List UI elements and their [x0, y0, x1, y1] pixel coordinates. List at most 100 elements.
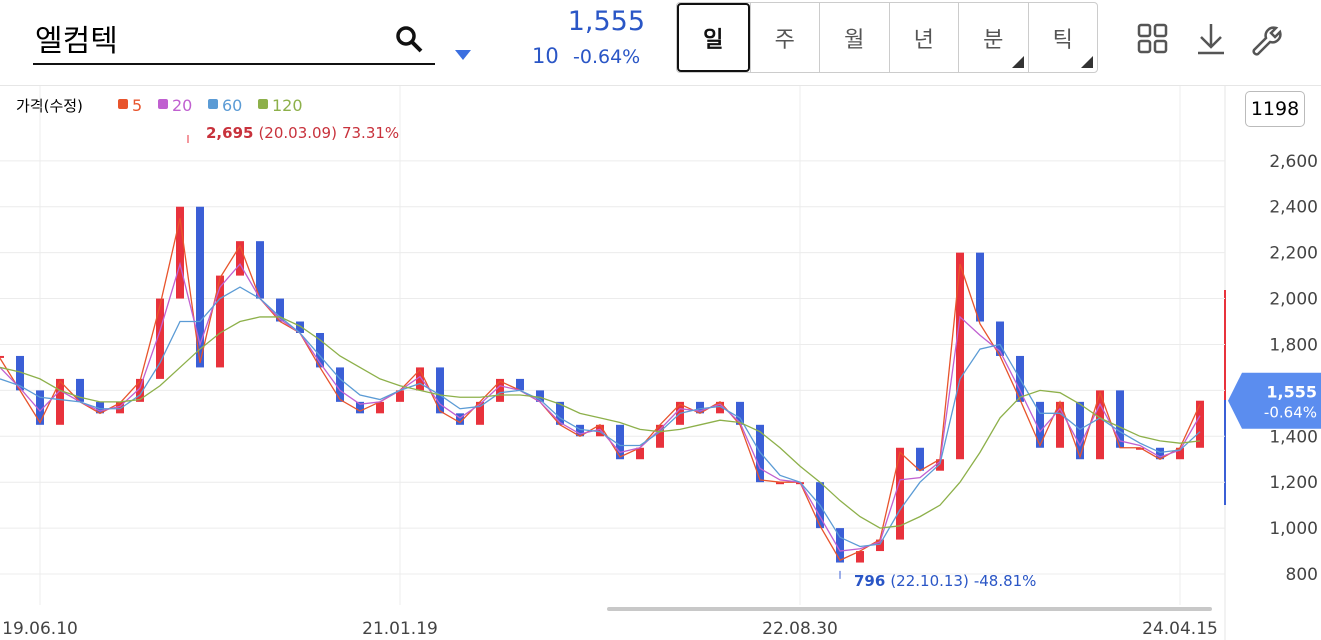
candle — [996, 321, 1004, 356]
candle — [216, 275, 224, 368]
candle — [476, 401, 484, 425]
candle — [196, 206, 204, 368]
search-icon[interactable] — [394, 24, 424, 54]
candle — [16, 355, 24, 391]
candle — [1196, 400, 1204, 448]
annotation-part: (20.03.09) — [258, 124, 337, 142]
y-tick-label: 2,200 — [1269, 244, 1318, 264]
candle — [156, 298, 164, 379]
divider — [0, 85, 1321, 86]
submenu-marker — [1011, 56, 1024, 68]
candle — [716, 401, 724, 414]
candle — [96, 401, 104, 414]
candle — [776, 482, 784, 485]
price-tag-change: -0.64% — [1264, 404, 1317, 422]
y-tick-label: 1,000 — [1269, 519, 1318, 539]
x-tick-label: 22.08.30 — [762, 619, 838, 639]
candle — [696, 401, 704, 414]
candle — [436, 367, 444, 414]
candle — [936, 459, 944, 471]
candle — [356, 401, 364, 414]
tab[interactable]: 틱 — [1027, 3, 1098, 72]
change: 10 — [532, 44, 559, 68]
candle — [576, 424, 584, 437]
candle — [276, 298, 284, 322]
candle — [0, 355, 4, 358]
candle — [116, 401, 124, 414]
legend-swatch — [158, 99, 168, 109]
toolbar-icons[interactable] — [1136, 22, 1286, 56]
candle — [916, 447, 924, 471]
x-tick-label: 21.01.19 — [362, 619, 438, 639]
search-underline — [33, 63, 435, 65]
ma-line — [0, 316, 1201, 529]
x-tick-label: 19.06.10 — [2, 619, 78, 639]
price-tag — [1228, 372, 1321, 429]
tab[interactable]: 분 — [958, 3, 1028, 72]
candle — [336, 367, 344, 402]
candle — [1116, 390, 1124, 448]
annotation-part: 796 — [854, 572, 885, 590]
candle — [496, 378, 504, 402]
badge[interactable]: 1198 — [1245, 91, 1305, 127]
tab[interactable]: 주 — [749, 3, 820, 72]
candle — [756, 424, 764, 483]
candle — [456, 413, 464, 425]
candle — [876, 539, 884, 552]
candle — [316, 332, 324, 368]
dropdown-arrow[interactable] — [455, 50, 471, 62]
tab[interactable]: 년 — [888, 3, 959, 72]
candle — [856, 551, 864, 563]
ma-line — [0, 261, 1201, 552]
legend-label: 5 — [132, 96, 142, 115]
submenu-marker — [1081, 56, 1093, 68]
tab-label: 월 — [844, 27, 865, 53]
legend-label: 가격(수정) — [16, 97, 83, 115]
search-text[interactable]: 엘컴텍 — [35, 24, 118, 59]
y-tick-label: 2,600 — [1269, 152, 1318, 172]
candle — [896, 447, 904, 540]
y-tick-label: 800 — [1286, 565, 1318, 585]
legend-label: 20 — [172, 96, 192, 115]
y-tick-label: 1,200 — [1269, 473, 1318, 493]
y-tick-label: 2,400 — [1269, 198, 1318, 218]
annotation-part: (22.10.13) — [890, 572, 969, 590]
candle — [616, 424, 624, 460]
tab-label: 일 — [703, 27, 724, 53]
ma-line — [0, 286, 1201, 548]
tab-label: 틱 — [1052, 27, 1073, 53]
candle — [536, 390, 544, 402]
legend-swatch — [118, 99, 128, 109]
candle — [1096, 390, 1104, 460]
change-pct: -0.64% — [573, 46, 641, 68]
candle — [516, 378, 524, 391]
candle — [376, 401, 384, 414]
candle — [956, 252, 964, 460]
ma-line — [0, 218, 1201, 562]
candle — [556, 401, 564, 425]
candle — [256, 241, 264, 299]
candle — [1156, 447, 1164, 460]
scrollbar[interactable] — [607, 607, 1212, 611]
tab[interactable]: 일 — [677, 3, 750, 72]
candle — [236, 241, 244, 276]
candle — [36, 390, 44, 425]
candle — [1076, 401, 1084, 460]
annotation-part: 2,695 — [206, 124, 253, 142]
candle — [1056, 401, 1064, 448]
high-annotation: 2,695 (20.03.09) 73.31% — [206, 124, 399, 142]
y-tick-label: 2,000 — [1269, 290, 1318, 310]
candle — [656, 424, 664, 448]
candle — [1176, 447, 1184, 460]
low-annotation: 796 (22.10.13) -48.81% — [854, 572, 1036, 590]
legend-swatch — [208, 99, 218, 109]
candle — [1036, 401, 1044, 448]
legend-label: 60 — [222, 96, 242, 115]
tab[interactable]: 월 — [819, 3, 889, 72]
legend-label: 120 — [272, 96, 303, 115]
price-tag-value: 1,555 — [1266, 383, 1317, 402]
tab-label: 년 — [913, 27, 934, 53]
